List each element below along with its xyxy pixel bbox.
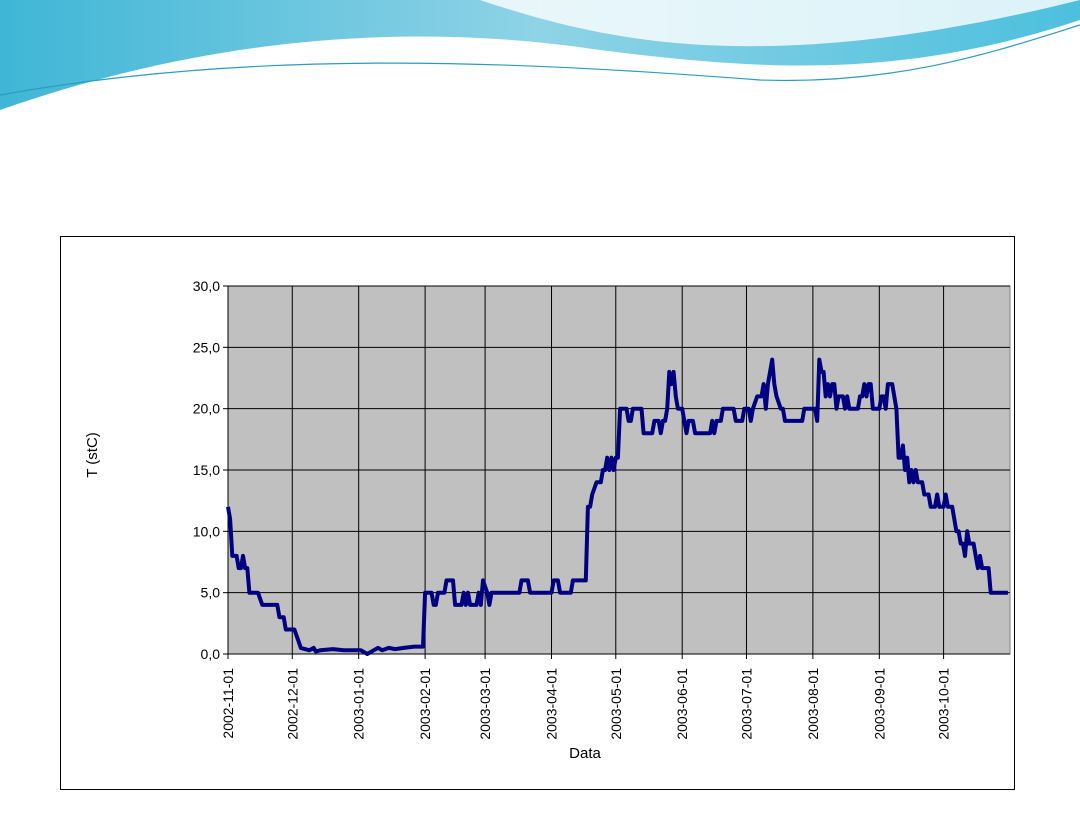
x-tick-label: 2003-04-01 bbox=[544, 668, 560, 740]
x-axis-label: Data bbox=[569, 745, 601, 762]
x-tick-label: 2003-02-01 bbox=[417, 668, 433, 740]
header-wave-line bbox=[0, 24, 1080, 96]
y-tick-label: 5,0 bbox=[201, 585, 221, 601]
x-tick-label: 2003-06-01 bbox=[674, 668, 690, 740]
y-tick-label: 10,0 bbox=[193, 523, 220, 539]
x-tick-label: 2003-03-01 bbox=[477, 668, 493, 740]
y-tick-label: 30,0 bbox=[193, 278, 220, 294]
x-tick-label: 2003-10-01 bbox=[936, 668, 952, 740]
y-tick-label: 0,0 bbox=[201, 646, 221, 662]
series-line bbox=[226, 357, 1008, 656]
x-tick-label: 2003-01-01 bbox=[351, 668, 367, 740]
x-tick-label: 2002-11-01 bbox=[220, 668, 236, 739]
y-tick-label: 25,0 bbox=[193, 339, 220, 355]
x-tick-label: 2002-12-01 bbox=[284, 668, 300, 740]
y-tick-label: 15,0 bbox=[193, 462, 220, 478]
y-axis-label: T (stC) bbox=[84, 432, 101, 478]
x-tick-label: 2003-05-01 bbox=[608, 668, 624, 740]
x-tick-label: 2003-08-01 bbox=[805, 668, 821, 740]
header-wave-highlight bbox=[480, 0, 1080, 47]
y-tick-label: 20,0 bbox=[193, 401, 220, 417]
x-tick-label: 2003-09-01 bbox=[871, 668, 887, 740]
x-tick-label: 2003-07-01 bbox=[738, 668, 754, 740]
